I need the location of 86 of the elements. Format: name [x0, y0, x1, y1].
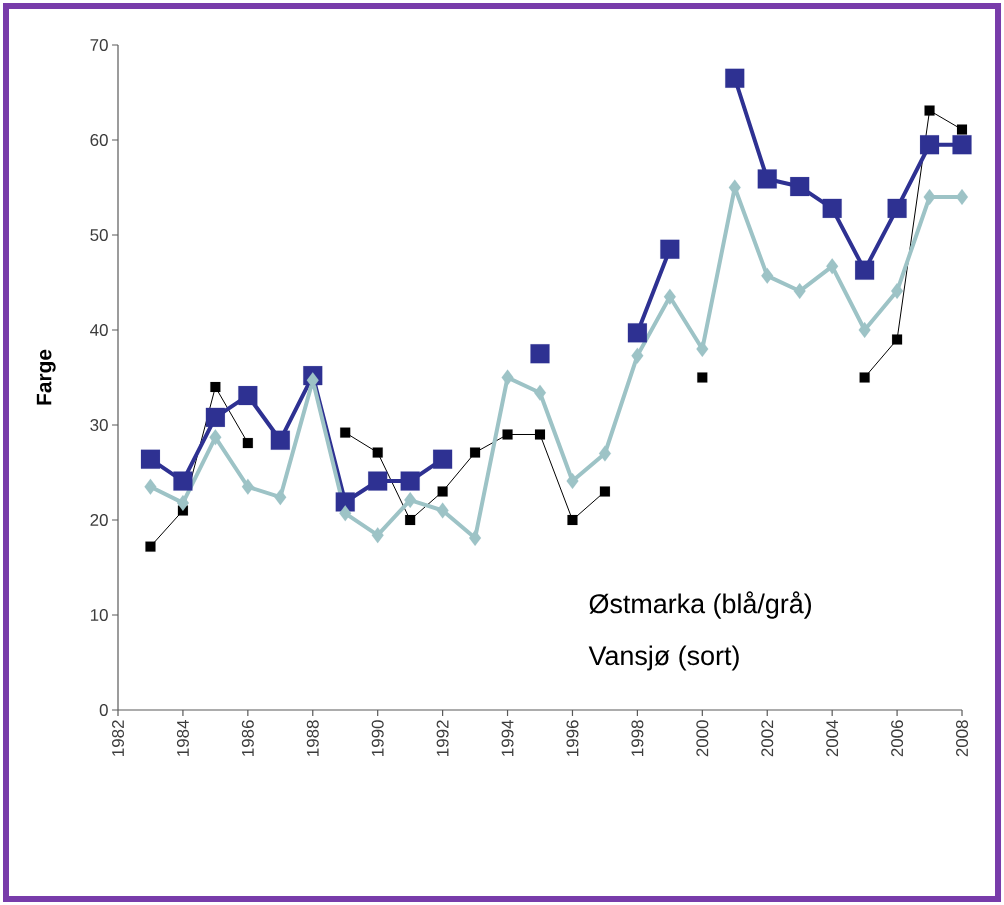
x-tick-label: 2008	[956, 720, 969, 757]
point	[372, 447, 383, 458]
x-tick-label: 1992	[436, 720, 449, 756]
point	[887, 198, 907, 218]
point	[405, 514, 416, 526]
point	[919, 135, 940, 155]
point	[145, 541, 156, 552]
point	[725, 68, 745, 88]
x-tick-label: 2000	[696, 720, 709, 757]
y-tick-label: 70	[90, 39, 108, 51]
annotation: Østmarka (blå/grå)	[589, 591, 812, 619]
point	[923, 188, 936, 206]
point	[469, 529, 482, 547]
y-tick-label: 20	[90, 514, 108, 526]
point	[859, 372, 870, 383]
point	[530, 344, 550, 364]
x-tick-label: 1994	[501, 720, 514, 756]
point	[696, 340, 709, 358]
point	[470, 447, 481, 458]
point	[433, 449, 453, 469]
point	[533, 384, 547, 401]
point	[627, 323, 647, 343]
x-tick-label: 2004	[826, 720, 839, 757]
point	[339, 505, 352, 522]
point	[502, 429, 513, 440]
point	[205, 407, 225, 427]
point	[140, 449, 161, 469]
point	[660, 239, 680, 259]
point	[955, 188, 969, 206]
point	[956, 124, 968, 135]
annotation: Vansjø (sort)	[588, 645, 739, 671]
point	[209, 429, 222, 446]
point	[826, 258, 839, 275]
y-tick-label: 50	[90, 229, 108, 241]
y-axis-title: Farge	[36, 349, 56, 405]
point	[241, 478, 254, 495]
x-tick-label: 1986	[241, 720, 254, 756]
x-tick-label: 2006	[891, 720, 904, 757]
x-tick-label: 1984	[176, 720, 189, 756]
point	[757, 169, 777, 189]
point	[790, 176, 810, 197]
point	[400, 471, 420, 491]
y-tick-label: 10	[90, 609, 108, 621]
point	[340, 427, 351, 438]
point	[599, 486, 610, 497]
point	[144, 478, 157, 495]
point	[697, 372, 708, 383]
point	[335, 492, 355, 512]
point	[793, 282, 806, 300]
point	[176, 494, 189, 511]
point	[534, 429, 546, 440]
point	[892, 334, 903, 345]
y-tick-label: 30	[90, 419, 108, 431]
x-tick-label: 1998	[631, 720, 644, 756]
point	[566, 472, 579, 490]
x-tick-label: 1982	[112, 720, 124, 756]
point	[761, 267, 774, 284]
x-tick-label: 1988	[306, 720, 319, 756]
point	[855, 260, 875, 280]
point	[858, 321, 871, 339]
point	[501, 369, 514, 386]
y-tick-label: 60	[90, 134, 108, 146]
point	[891, 282, 904, 300]
point	[822, 198, 842, 218]
point	[242, 437, 253, 449]
y-tick-label: 0	[99, 704, 108, 716]
point	[210, 381, 221, 393]
x-tick-label: 1996	[566, 720, 579, 756]
point	[567, 514, 578, 526]
point	[368, 471, 388, 491]
point	[924, 105, 935, 116]
x-tick-label: 1990	[371, 720, 384, 756]
point	[173, 471, 193, 491]
point	[404, 491, 417, 509]
point	[631, 347, 644, 364]
point	[437, 486, 448, 497]
point	[952, 135, 972, 155]
point	[598, 445, 611, 462]
x-tick-label: 2002	[761, 720, 774, 757]
point	[274, 489, 287, 506]
point	[436, 502, 449, 519]
point	[270, 430, 290, 450]
y-tick-label: 40	[90, 324, 108, 336]
point	[371, 527, 384, 544]
point	[663, 288, 676, 305]
point	[238, 385, 258, 406]
